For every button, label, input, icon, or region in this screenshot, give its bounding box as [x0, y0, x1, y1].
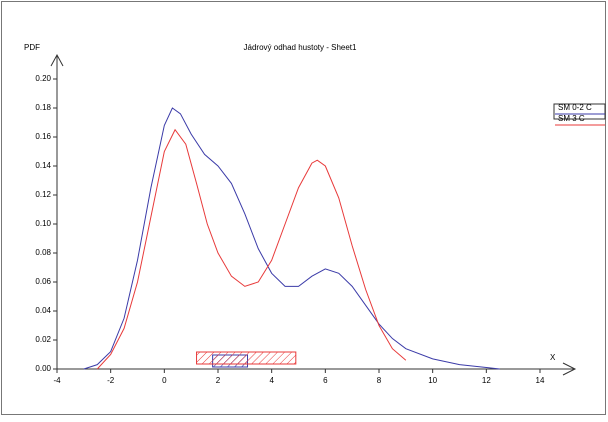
x-tick-label: 0 [162, 376, 167, 385]
density-line [83, 107, 500, 370]
y-tick-label: 0.20 [35, 74, 51, 83]
x-tick-label: 10 [428, 376, 437, 385]
x-tick-label: -4 [53, 376, 61, 385]
x-tick-label: 6 [323, 376, 328, 385]
y-axis-label: PDF [24, 43, 40, 52]
x-tick-label: -2 [107, 376, 115, 385]
x-tick-label: 2 [216, 376, 221, 385]
legend-label: SM 0-2 C [558, 103, 592, 112]
x-tick-label: 4 [269, 376, 274, 385]
frame [1, 1, 606, 415]
legend-label: SM 3 C [558, 114, 585, 123]
legend [553, 103, 606, 120]
y-tick-label: 0.16 [35, 132, 51, 141]
y-tick-label: 0.02 [35, 335, 51, 344]
chart-title: Jádrový odhad hustoty - Sheet1 [244, 43, 358, 52]
x-arrow [562, 362, 577, 376]
x-tick-label: 12 [482, 376, 491, 385]
x-tick-label: 8 [377, 376, 382, 385]
x-axis-label: X [550, 353, 556, 362]
y-tick-label: 0.06 [35, 277, 51, 286]
y-tick-label: 0.10 [35, 219, 51, 228]
y-tick-label: 0.18 [35, 103, 51, 112]
y-tick-label: 0.00 [35, 364, 51, 373]
box [196, 351, 297, 365]
y-tick-label: 0.12 [35, 190, 51, 199]
x-tick-label: 14 [536, 376, 545, 385]
y-arrow [50, 53, 64, 67]
y-tick-label: 0.04 [35, 306, 51, 315]
y-tick-label: 0.14 [35, 161, 51, 170]
density-line [96, 128, 407, 370]
y-tick-label: 0.08 [35, 248, 51, 257]
